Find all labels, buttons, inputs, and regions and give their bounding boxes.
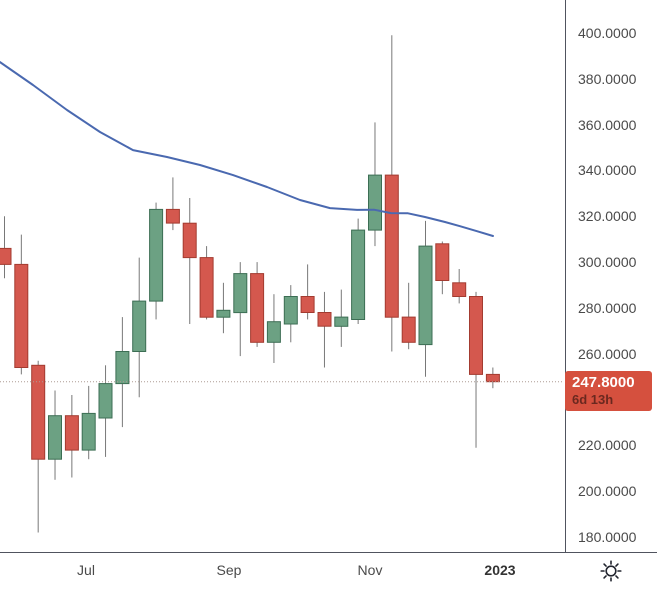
candle-body (334, 316, 349, 327)
candlestick-plot[interactable] (0, 0, 564, 552)
candle (351, 218, 366, 324)
theme-toggle-button[interactable] (565, 552, 657, 589)
price-tick-label: 280.0000 (578, 299, 637, 316)
sun-icon (600, 559, 622, 582)
candle (368, 122, 382, 247)
last-price-value: 247.8000 (572, 374, 635, 392)
candle (233, 262, 248, 357)
candle-body (266, 321, 281, 343)
last-price-badge: 247.8000 6d 13h (565, 371, 652, 412)
candle (485, 367, 500, 389)
candle-body (64, 415, 79, 451)
candle (0, 216, 12, 279)
candle-body (14, 263, 29, 368)
candle (182, 198, 197, 324)
candle (452, 269, 467, 304)
candle (165, 177, 180, 231)
price-axis[interactable]: 400.0000 380.0000 360.0000 340.0000 320.0000… (565, 0, 657, 589)
candle-body (300, 296, 315, 313)
candle (317, 291, 332, 368)
candle (81, 385, 96, 460)
candle (14, 234, 29, 375)
candle (469, 291, 483, 448)
candle (216, 282, 231, 334)
candle-body (317, 312, 332, 327)
candle-body (283, 296, 298, 325)
candle-body (351, 229, 366, 321)
candle-body (0, 247, 12, 265)
candle (266, 294, 281, 363)
time-tick-label: Nov (357, 562, 383, 578)
price-tick-label: 300.0000 (578, 254, 637, 271)
candle (64, 395, 79, 478)
candle-body (452, 282, 467, 297)
time-tick-label: 2023 (484, 562, 516, 578)
candle (48, 390, 62, 480)
candle-body (31, 364, 46, 460)
price-tick-label: 200.0000 (578, 483, 637, 500)
candle (300, 264, 315, 320)
price-tick-label: 340.0000 (578, 162, 637, 179)
candle-body (132, 300, 147, 353)
price-tick-label: 360.0000 (578, 116, 637, 133)
price-tick-label: 180.0000 (578, 529, 637, 546)
candle-body (435, 243, 450, 282)
ma-line (0, 61, 494, 237)
time-tick-label: Sep (216, 562, 242, 578)
candle-body (418, 245, 433, 346)
candle-body (485, 373, 500, 383)
candle (418, 220, 433, 377)
candle-body (368, 174, 382, 231)
candle (401, 282, 416, 350)
candle (334, 289, 349, 347)
candle-body (384, 174, 399, 318)
candle (31, 360, 46, 533)
candle (149, 202, 164, 320)
price-tick-label: 220.0000 (578, 437, 637, 454)
price-tick-label: 320.0000 (578, 208, 637, 225)
candle-body (233, 273, 248, 314)
candle-body (165, 208, 180, 224)
candle-body (401, 316, 416, 343)
candle (115, 317, 130, 428)
price-tick-label: 400.0000 (578, 24, 637, 41)
candle-body (81, 412, 96, 451)
price-tick-label: 380.0000 (578, 70, 637, 87)
time-tick-label: Jul (77, 562, 95, 578)
candle (132, 257, 147, 398)
candle-body (48, 415, 62, 460)
candle-body (182, 222, 197, 259)
price-tick-label: 260.0000 (578, 345, 637, 362)
candle-body (115, 351, 130, 385)
candle (283, 285, 298, 343)
candle-body (216, 309, 231, 318)
candle (199, 246, 214, 320)
candle (98, 365, 113, 457)
candle (250, 262, 265, 347)
candle-body (469, 296, 483, 375)
candle-body (250, 273, 265, 343)
candle (384, 35, 399, 352)
candle (435, 241, 450, 295)
candle-body (199, 257, 214, 318)
bar-countdown: 6d 13h (572, 392, 614, 408)
time-axis[interactable]: Jul Sep Nov 2023 (0, 552, 657, 589)
candle-body (149, 208, 164, 302)
candle-body (98, 383, 113, 419)
